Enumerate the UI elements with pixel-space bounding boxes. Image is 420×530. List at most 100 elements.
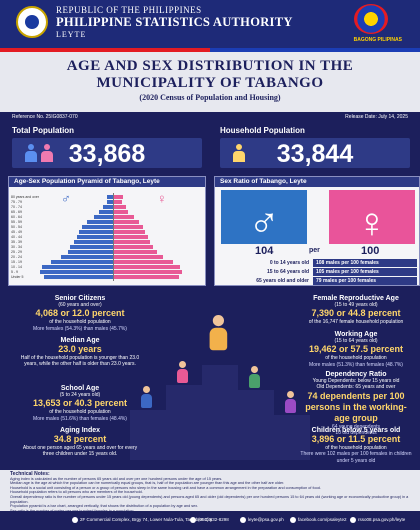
pyramid-age-label: 10 - 14 <box>11 265 22 269</box>
pyramid-bar-male <box>40 270 113 274</box>
pyramid-bar-male <box>67 250 113 254</box>
phone-icon <box>190 517 196 523</box>
pyramid-bar-male <box>98 210 113 214</box>
pyramid-bar-female <box>114 215 134 219</box>
location-icon <box>72 517 78 523</box>
female-ratio-value: 100 <box>361 245 380 257</box>
pyramid-bar-female <box>114 225 143 229</box>
globe-icon <box>350 517 356 523</box>
footer-facebook[interactable]: facebook.com/psaleyte2 <box>290 517 347 523</box>
pyramid-bar-female <box>114 265 181 269</box>
technical-note: Sex ratio is the number of males per one… <box>10 509 410 514</box>
household-population-box: 33,844 <box>220 138 410 168</box>
flag-stripe <box>0 48 420 52</box>
pyramid-bar-female <box>114 250 157 254</box>
email-icon <box>240 517 246 523</box>
pyramid-bar-male <box>87 220 113 224</box>
pyramid-bar-female <box>114 230 146 234</box>
title-band: AGE AND SEX DISTRIBUTION IN THE MUNICIPA… <box>0 52 420 112</box>
pyramid-bar-female <box>114 195 124 199</box>
footer: 2F Commercial Complex, Brgy 74, Lower Nu… <box>0 511 420 530</box>
pyramid-bar-female <box>114 245 153 249</box>
senior-citizens-stat: Senior Citizens (60 years and over) 4,06… <box>33 295 127 332</box>
pyramid-bar-male <box>50 260 113 264</box>
pyramid-title: Age-Sex Population Pyramid of Tabango, L… <box>9 177 205 187</box>
pyramid-bar-male <box>41 265 113 269</box>
pyramid-age-label: 25 - 29 <box>11 250 22 254</box>
pyramid-bar-male <box>81 225 113 229</box>
pyramid-age-label: 55 - 59 <box>11 220 22 224</box>
footer-email[interactable]: leyte@psa.gov.ph <box>240 517 284 523</box>
pyramid-bar-female <box>114 270 182 274</box>
total-population-label: Total Population <box>12 126 75 135</box>
agency-block: REPUBLIC OF THE PHILIPPINES PHILIPPINE S… <box>56 5 293 39</box>
pyramid-age-label: 50 - 54 <box>11 225 22 229</box>
pyramid-age-label: 80 years and over <box>11 195 40 199</box>
pyramid-age-label: 5 - 9 <box>11 270 19 274</box>
podium-block <box>274 415 310 460</box>
agency-name: PHILIPPINE STATISTICS AUTHORITY <box>56 15 293 29</box>
pyramid-bar-female <box>114 235 148 239</box>
pyramid-panel: Age-Sex Population Pyramid of Tabango, L… <box>8 176 206 286</box>
children-under-five-stat: Children below 5 years old 3,896 or 11.5… <box>300 427 412 464</box>
technical-note: Household population refers to all perso… <box>10 490 143 495</box>
technical-note: Median age is the age at which the popul… <box>10 481 285 486</box>
pyramid-age-label: 45 - 49 <box>11 230 22 234</box>
technical-note: Household is a social unit consisting of… <box>10 485 321 490</box>
pyramid-bar-male <box>102 205 113 209</box>
province-name: LEYTE <box>56 30 87 39</box>
title-line-1: AGE AND SEX DISTRIBUTION IN THE <box>66 58 354 74</box>
pyramid-bar-male <box>106 200 113 204</box>
male-person-icon <box>24 144 38 162</box>
pyramid-age-label: 70 - 74 <box>11 205 22 209</box>
pyramid-bar-male <box>79 230 113 234</box>
republic-label: REPUBLIC OF THE PHILIPPINES <box>56 5 202 15</box>
pyramid-age-label: 65 - 69 <box>11 210 22 214</box>
pyramid-age-label: 40 - 44 <box>11 235 22 239</box>
pyramid-bar-male <box>93 215 113 219</box>
median-age-stat: Median Age 23.0 years Half of the househ… <box>20 337 140 368</box>
technical-note: Overall dependency ratio is the number o… <box>10 494 409 504</box>
sex-ratio-title: Sex Ratio of Tabango, Leyte <box>215 177 419 187</box>
pyramid-bar-male <box>61 255 113 259</box>
pyramid-age-label: 20 - 24 <box>11 255 22 259</box>
footer-website[interactable]: rsso08.psa.gov.ph/leyte <box>350 517 405 523</box>
podium-block <box>130 410 166 460</box>
footer-phone: (053) 832-8298 <box>190 517 229 523</box>
technical-note: Population pyramid is a bar chart, arran… <box>10 504 199 509</box>
school-age-stat: School Age (5 to 24 years old) 13,653 or… <box>32 385 128 422</box>
bagong-pilipinas-logo-icon <box>354 4 388 34</box>
total-population-value: 33,868 <box>68 140 146 168</box>
aging-index-stat: Aging Index 34.8 percent About one perso… <box>22 427 138 458</box>
total-population-box: 33,868 <box>12 138 202 168</box>
working-age-stat: Working Age (15 to 64 years old) 19,462 … <box>308 331 404 368</box>
reference-number: Reference No. 25IG0837-070 <box>12 114 78 120</box>
pyramid-bar-female <box>114 240 151 244</box>
male-ratio-card: ♂ <box>221 190 307 244</box>
household-population-value: 33,844 <box>276 140 354 168</box>
sex-ratio-row: 0 to 14 years old 108 males per 100 femal… <box>219 259 417 267</box>
ratio-per-label: per <box>309 247 320 254</box>
pyramid-age-label: Under 5 <box>11 275 24 279</box>
sex-ratio-row: 65 years old and older 79 males per 100 f… <box>219 277 417 285</box>
bagong-pilipinas-text: BAGONG PILIPINAS <box>353 37 402 43</box>
pyramid-age-label: 30 - 34 <box>11 245 22 249</box>
female-person-icon <box>40 144 54 162</box>
pyramid-bar-female <box>114 220 139 224</box>
female-ratio-card: ♀ <box>329 190 415 244</box>
reproductive-age-stat: Female Reproductive Age (15 to 49 years … <box>308 295 404 326</box>
podium-block <box>238 390 274 460</box>
pyramid-bar-female <box>114 200 122 204</box>
household-population-label: Household Population <box>220 126 305 135</box>
dependency-ratio-stat: Dependency Ratio Young Dependents: below… <box>305 371 407 436</box>
female-symbol-icon: ♀ <box>157 191 167 206</box>
podium-block <box>202 365 238 460</box>
technical-note: Aging index is calculated as the number … <box>10 476 223 481</box>
title-line-2: MUNICIPALITY OF TABANGO <box>96 75 324 91</box>
pyramid-bar-male <box>44 275 113 279</box>
male-symbol-icon: ♂ <box>248 199 280 246</box>
pyramid-bar-female <box>114 205 126 209</box>
pyramid-axis <box>113 193 114 281</box>
pyramid-age-label: 75 - 79 <box>11 200 22 204</box>
